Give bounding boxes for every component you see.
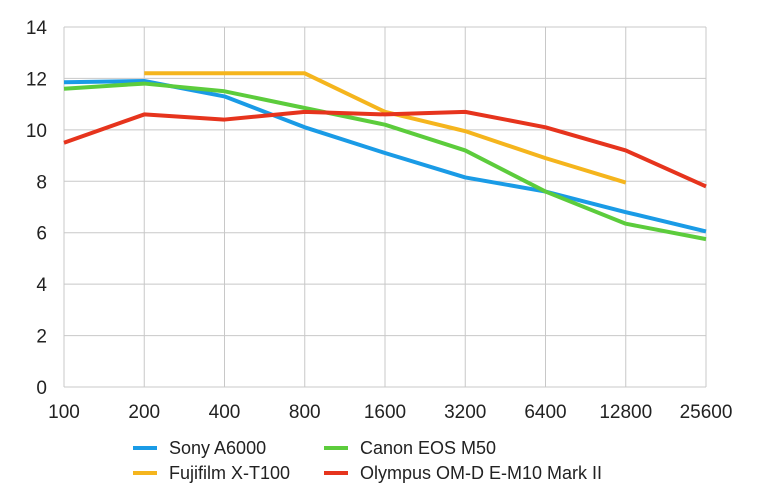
y-tick-label: 0 [36, 378, 47, 399]
legend-label-sony-a6000: Sony A6000 [169, 438, 266, 458]
x-tick-label: 100 [48, 402, 80, 423]
x-tick-label: 800 [289, 402, 321, 423]
x-tick-label: 25600 [680, 402, 733, 423]
legend-label-canon-eos-m50: Canon EOS M50 [360, 438, 496, 458]
x-tick-label: 3200 [444, 402, 486, 423]
x-tick-label: 6400 [524, 402, 566, 423]
y-axis-ticks: 0 2 4 6 8 10 12 14 [26, 18, 48, 399]
y-tick-label: 2 [36, 327, 47, 348]
grid-lines [63, 26, 707, 388]
legend: Sony A6000 Canon EOS M50 Fujifilm X-T100 Ol… [133, 438, 602, 483]
series-lines [63, 71, 707, 242]
series-line-fujifilm-x-t100 [144, 71, 627, 185]
x-tick-label: 12800 [599, 402, 652, 423]
x-axis-ticks: 100 200 400 800 1600 3200 6400 12800 25600 [48, 402, 732, 423]
y-tick-label: 10 [26, 121, 47, 142]
legend-label-fujifilm-x-t100: Fujifilm X-T100 [169, 463, 290, 483]
y-tick-label: 6 [36, 224, 47, 245]
series-line-olympus-om-d-e-m10-mark-ii [63, 109, 707, 189]
series-line-canon-eos-m50 [63, 81, 707, 242]
x-tick-label: 1600 [364, 402, 406, 423]
y-tick-label: 8 [36, 172, 47, 193]
y-tick-label: 4 [36, 275, 47, 296]
y-tick-label: 14 [26, 18, 48, 39]
y-tick-label: 12 [26, 69, 47, 90]
legend-label-olympus-om-d-e-m10-mark-ii: Olympus OM-D E-M10 Mark II [360, 463, 602, 483]
x-tick-label: 200 [128, 402, 160, 423]
x-tick-label: 400 [209, 402, 241, 423]
